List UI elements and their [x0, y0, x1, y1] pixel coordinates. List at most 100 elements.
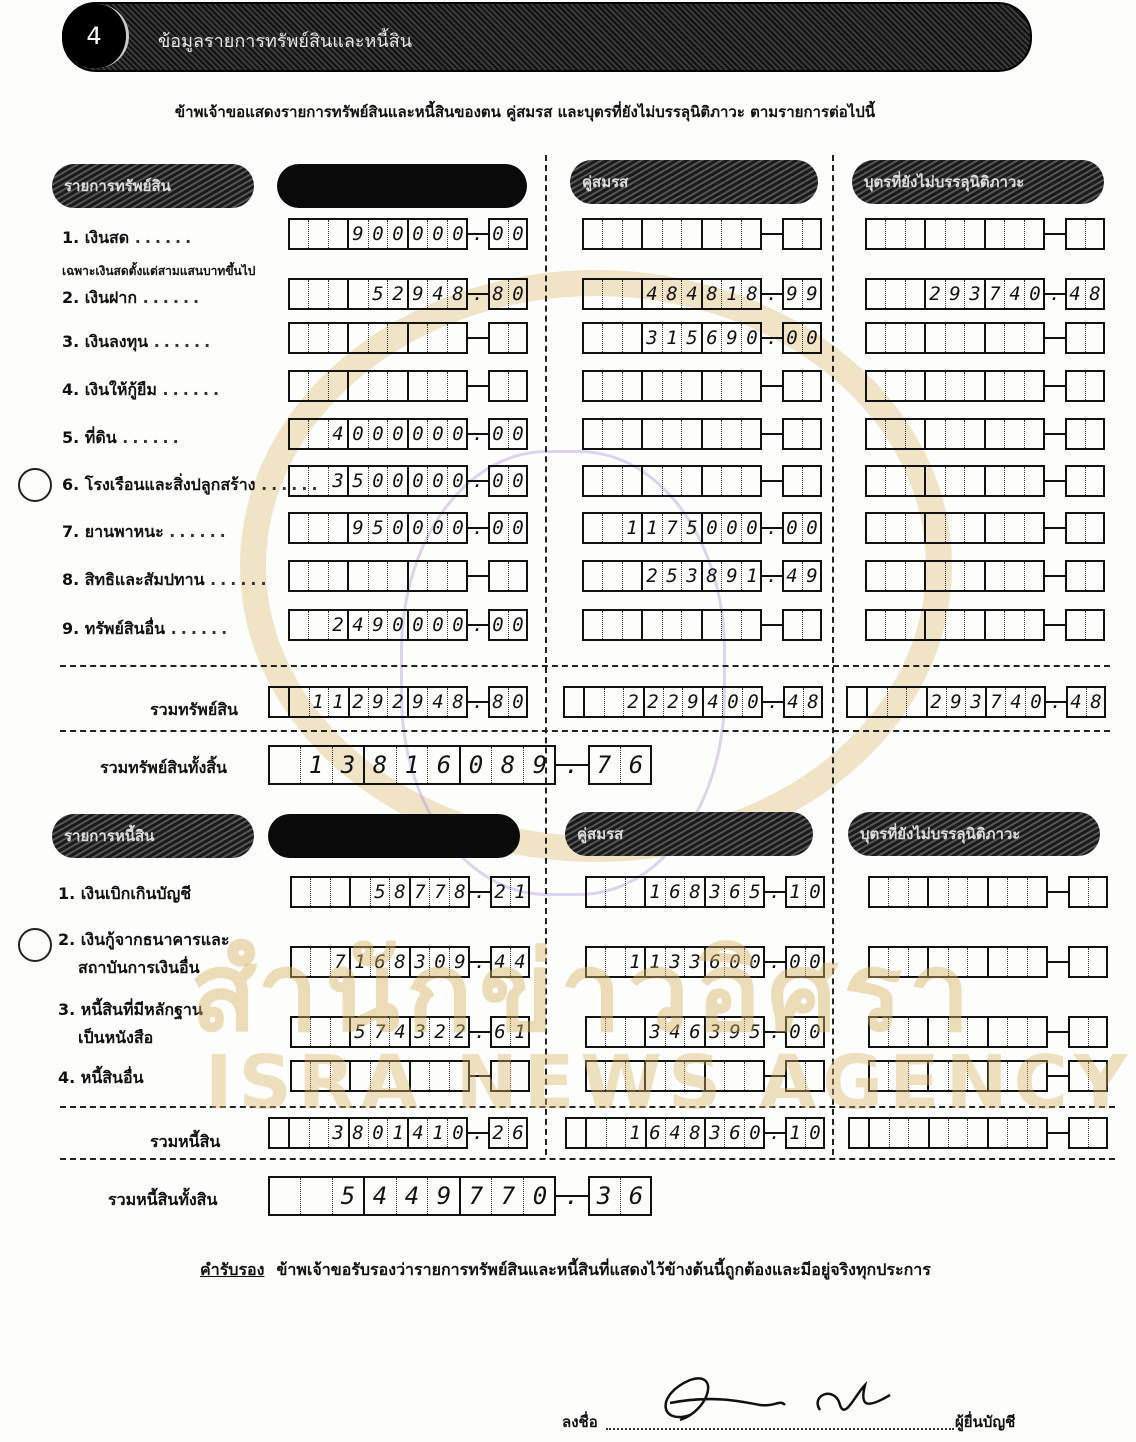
digit-cell — [387, 420, 406, 448]
digit-cell — [983, 420, 1004, 448]
digit-cell — [300, 1178, 331, 1214]
asset-spouse-value: 253891.49 — [582, 560, 822, 592]
digit-cell — [308, 562, 327, 590]
decimal-part — [785, 1016, 825, 1048]
decimal-cell — [619, 1178, 651, 1214]
integer-part — [582, 278, 762, 310]
liabilities-own-header — [268, 814, 520, 858]
decimal-cell — [1084, 562, 1104, 590]
assets-total-own: 11292948.80 — [268, 686, 528, 718]
asset-item-text: 8. สิทธิและสัมปทาน — [62, 570, 205, 589]
digit-cell — [625, 1119, 644, 1147]
digit-cell — [684, 1018, 703, 1046]
digit-cell — [644, 1062, 664, 1090]
decimal-cell — [490, 562, 508, 590]
digit-cell — [721, 372, 740, 400]
digit-cell — [703, 948, 724, 976]
decimal-part — [1068, 946, 1108, 978]
decimal-part — [1066, 686, 1106, 718]
decimal-cell — [801, 562, 821, 590]
digit-cell — [664, 1062, 684, 1090]
digit-cell — [367, 611, 387, 639]
liabilities-header: รายการหนี้สิน — [52, 814, 254, 858]
digit-cell — [329, 1062, 349, 1090]
decimal-separator — [763, 701, 783, 703]
decimal-cell — [1084, 280, 1104, 308]
asset-item-text: 5. ที่ดิน — [62, 428, 117, 447]
decimal-cell — [1067, 611, 1085, 639]
digit-cell — [904, 280, 924, 308]
digit-cell — [944, 280, 964, 308]
digit-cell — [621, 220, 641, 248]
leader-dots: ...... — [122, 428, 183, 447]
decimal-part — [488, 686, 528, 718]
signature-line — [606, 1428, 954, 1430]
integer-part — [865, 278, 1045, 310]
decimal-cell — [1084, 220, 1104, 248]
digit-cell — [740, 324, 760, 352]
digit-cell — [406, 280, 427, 308]
digit-cell — [446, 420, 466, 448]
integer-part — [865, 322, 1045, 354]
digit-cell — [587, 878, 605, 906]
digit-cell — [327, 324, 347, 352]
decimal-part — [782, 609, 822, 641]
asset-own-value: 3500000.00 — [288, 465, 528, 497]
digit-cell — [327, 280, 347, 308]
assets-own-header — [277, 164, 527, 208]
digit-cell — [986, 878, 1007, 906]
decimal-part — [782, 418, 822, 450]
digit-cell — [924, 280, 944, 308]
decimal-cell — [507, 514, 527, 542]
digit-cell — [367, 420, 387, 448]
asset-item-label: 7. ยานพาหนะ ...... — [62, 520, 230, 545]
decimal-cell — [1070, 878, 1088, 906]
digit-cell — [964, 324, 983, 352]
decimal-cell — [784, 220, 802, 248]
digit-cell — [967, 878, 986, 906]
digit-cell — [867, 220, 885, 248]
decimal-separator — [1045, 480, 1065, 482]
digit-cell — [681, 420, 700, 448]
digit-cell — [664, 1018, 684, 1046]
digit-cell — [724, 1018, 743, 1046]
digit-cell — [308, 688, 328, 716]
digit-cell — [349, 1018, 369, 1046]
integer-part — [268, 686, 468, 718]
liability-own-value: 58778.21 — [290, 876, 530, 908]
amount-value: 293740.48 — [929, 283, 1110, 305]
digit-cell — [701, 688, 722, 716]
liabilities-total-spouse: 1648360.10 — [565, 1117, 825, 1149]
decimal-cell — [1070, 948, 1088, 976]
liability-child-value — [868, 1060, 1108, 1092]
digit-cell — [1023, 324, 1043, 352]
digit-cell — [986, 1018, 1007, 1046]
asset-child-value — [865, 512, 1105, 544]
amount-value: 484818.99 — [646, 283, 827, 305]
digit-cell — [986, 1062, 1007, 1090]
digit-cell — [641, 372, 661, 400]
digit-cell — [944, 220, 964, 248]
digit-cell — [1005, 688, 1024, 716]
digit-cell — [964, 220, 983, 248]
digit-cell — [885, 420, 904, 448]
amount-value: 4000000.00 — [332, 423, 533, 445]
decimal-cell — [490, 372, 508, 400]
digit-cell — [491, 1178, 522, 1214]
decimal-cell — [1084, 514, 1104, 542]
digit-cell — [565, 688, 583, 716]
integer-part — [865, 609, 1045, 641]
decimal-part — [782, 560, 822, 592]
digit-cell — [904, 372, 924, 400]
digit-cell — [641, 562, 661, 590]
decimal-cell — [507, 688, 527, 716]
leader-dots: ...... — [170, 619, 232, 638]
asset-child-value — [865, 218, 1105, 250]
digit-cell — [310, 1018, 329, 1046]
digit-cell — [681, 280, 700, 308]
decimal-cell — [801, 324, 821, 352]
digit-cell — [427, 220, 446, 248]
digit-cell — [406, 688, 427, 716]
digit-cell — [927, 1018, 947, 1046]
asset-item-text: 2. เงินฝาก — [62, 288, 138, 307]
